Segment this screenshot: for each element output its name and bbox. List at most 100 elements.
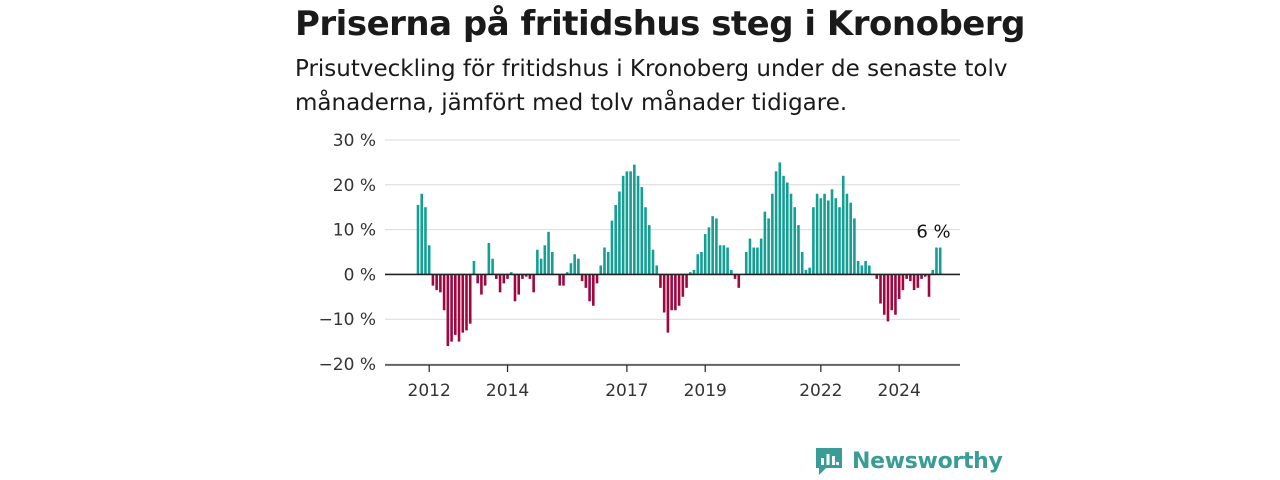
bar [938, 247, 942, 275]
bar [536, 249, 539, 275]
bar [715, 218, 718, 275]
bar [439, 274, 442, 293]
bar [457, 274, 461, 342]
bar [782, 175, 785, 275]
bar [868, 265, 871, 275]
bar [901, 274, 905, 291]
bar [547, 231, 550, 275]
bar [562, 274, 565, 286]
bar [853, 218, 856, 275]
bar [726, 247, 729, 275]
bar [420, 193, 424, 275]
bar [808, 267, 811, 275]
bars-layer [416, 162, 942, 347]
bar [886, 274, 890, 322]
bar [662, 274, 666, 313]
y-tick-label: 30 % [333, 131, 376, 151]
bar [435, 274, 438, 291]
grid-layer [385, 139, 960, 365]
bar [670, 274, 673, 311]
bar [483, 274, 487, 286]
bar [789, 193, 793, 275]
bar [543, 245, 547, 275]
y-tick-label: 10 % [333, 221, 376, 241]
bar [603, 247, 606, 275]
bar [827, 200, 830, 275]
bar [722, 245, 726, 275]
bar [744, 252, 748, 275]
bar [431, 274, 435, 286]
bar [416, 204, 420, 275]
bar [774, 171, 778, 275]
bar [506, 274, 509, 279]
bar [595, 274, 599, 284]
bar [454, 274, 457, 335]
x-tick-label: 2014 [486, 381, 529, 401]
chart-title: Priserna på fritidshus steg i Kronoberg [295, 4, 1025, 44]
bar [730, 269, 733, 275]
bar [629, 171, 632, 275]
bar [920, 274, 923, 279]
bar [584, 274, 588, 288]
bar [513, 274, 517, 302]
bar [804, 269, 808, 275]
bar [606, 252, 610, 275]
bar [752, 247, 755, 275]
bar [879, 274, 882, 304]
bar [636, 175, 640, 275]
bar [875, 274, 879, 279]
bar [860, 265, 864, 275]
bar [897, 274, 901, 300]
bar [793, 207, 797, 275]
bar [800, 252, 804, 275]
bar [651, 249, 655, 275]
x-tick-label: 2012 [408, 381, 451, 401]
y-tick-label: 0 % [344, 265, 376, 285]
bar [733, 274, 737, 279]
bar [785, 182, 789, 275]
bar [487, 243, 491, 275]
bar [703, 234, 707, 275]
newsworthy-logo-icon [816, 448, 842, 475]
bar [819, 198, 823, 275]
x-tick-label: 2019 [684, 381, 727, 401]
bar [427, 245, 431, 275]
label-layer: 30 % 20 % 10 % 0 % −10 % −20 % 2012 2014 2017 201… [319, 131, 951, 401]
bar [845, 193, 849, 275]
bar [647, 225, 651, 275]
bar [797, 225, 800, 275]
bar [823, 193, 826, 275]
bar [864, 260, 867, 275]
bar [882, 274, 886, 315]
bar [509, 272, 513, 275]
bar [446, 274, 450, 347]
bar [659, 274, 662, 288]
bar [756, 247, 759, 275]
bar [558, 274, 562, 286]
bar [737, 274, 741, 288]
bar [894, 274, 897, 315]
bar [841, 175, 845, 275]
newsworthy-logo-text: Newsworthy [852, 448, 1003, 474]
bar [614, 204, 617, 275]
bar [468, 274, 472, 324]
bar [472, 260, 476, 275]
bar [480, 274, 483, 295]
bar [666, 274, 670, 333]
bar [890, 274, 894, 311]
bar [442, 274, 446, 311]
bar [923, 274, 927, 277]
bar [532, 274, 535, 293]
bar [461, 274, 465, 333]
bar [577, 258, 580, 275]
bar [677, 274, 681, 306]
x-tick-label: 2024 [878, 381, 921, 401]
bar [763, 211, 767, 275]
bar [674, 274, 677, 311]
bar [707, 227, 711, 275]
bar [778, 162, 782, 275]
bar [573, 254, 576, 275]
bar [815, 193, 819, 275]
bar [450, 274, 453, 342]
